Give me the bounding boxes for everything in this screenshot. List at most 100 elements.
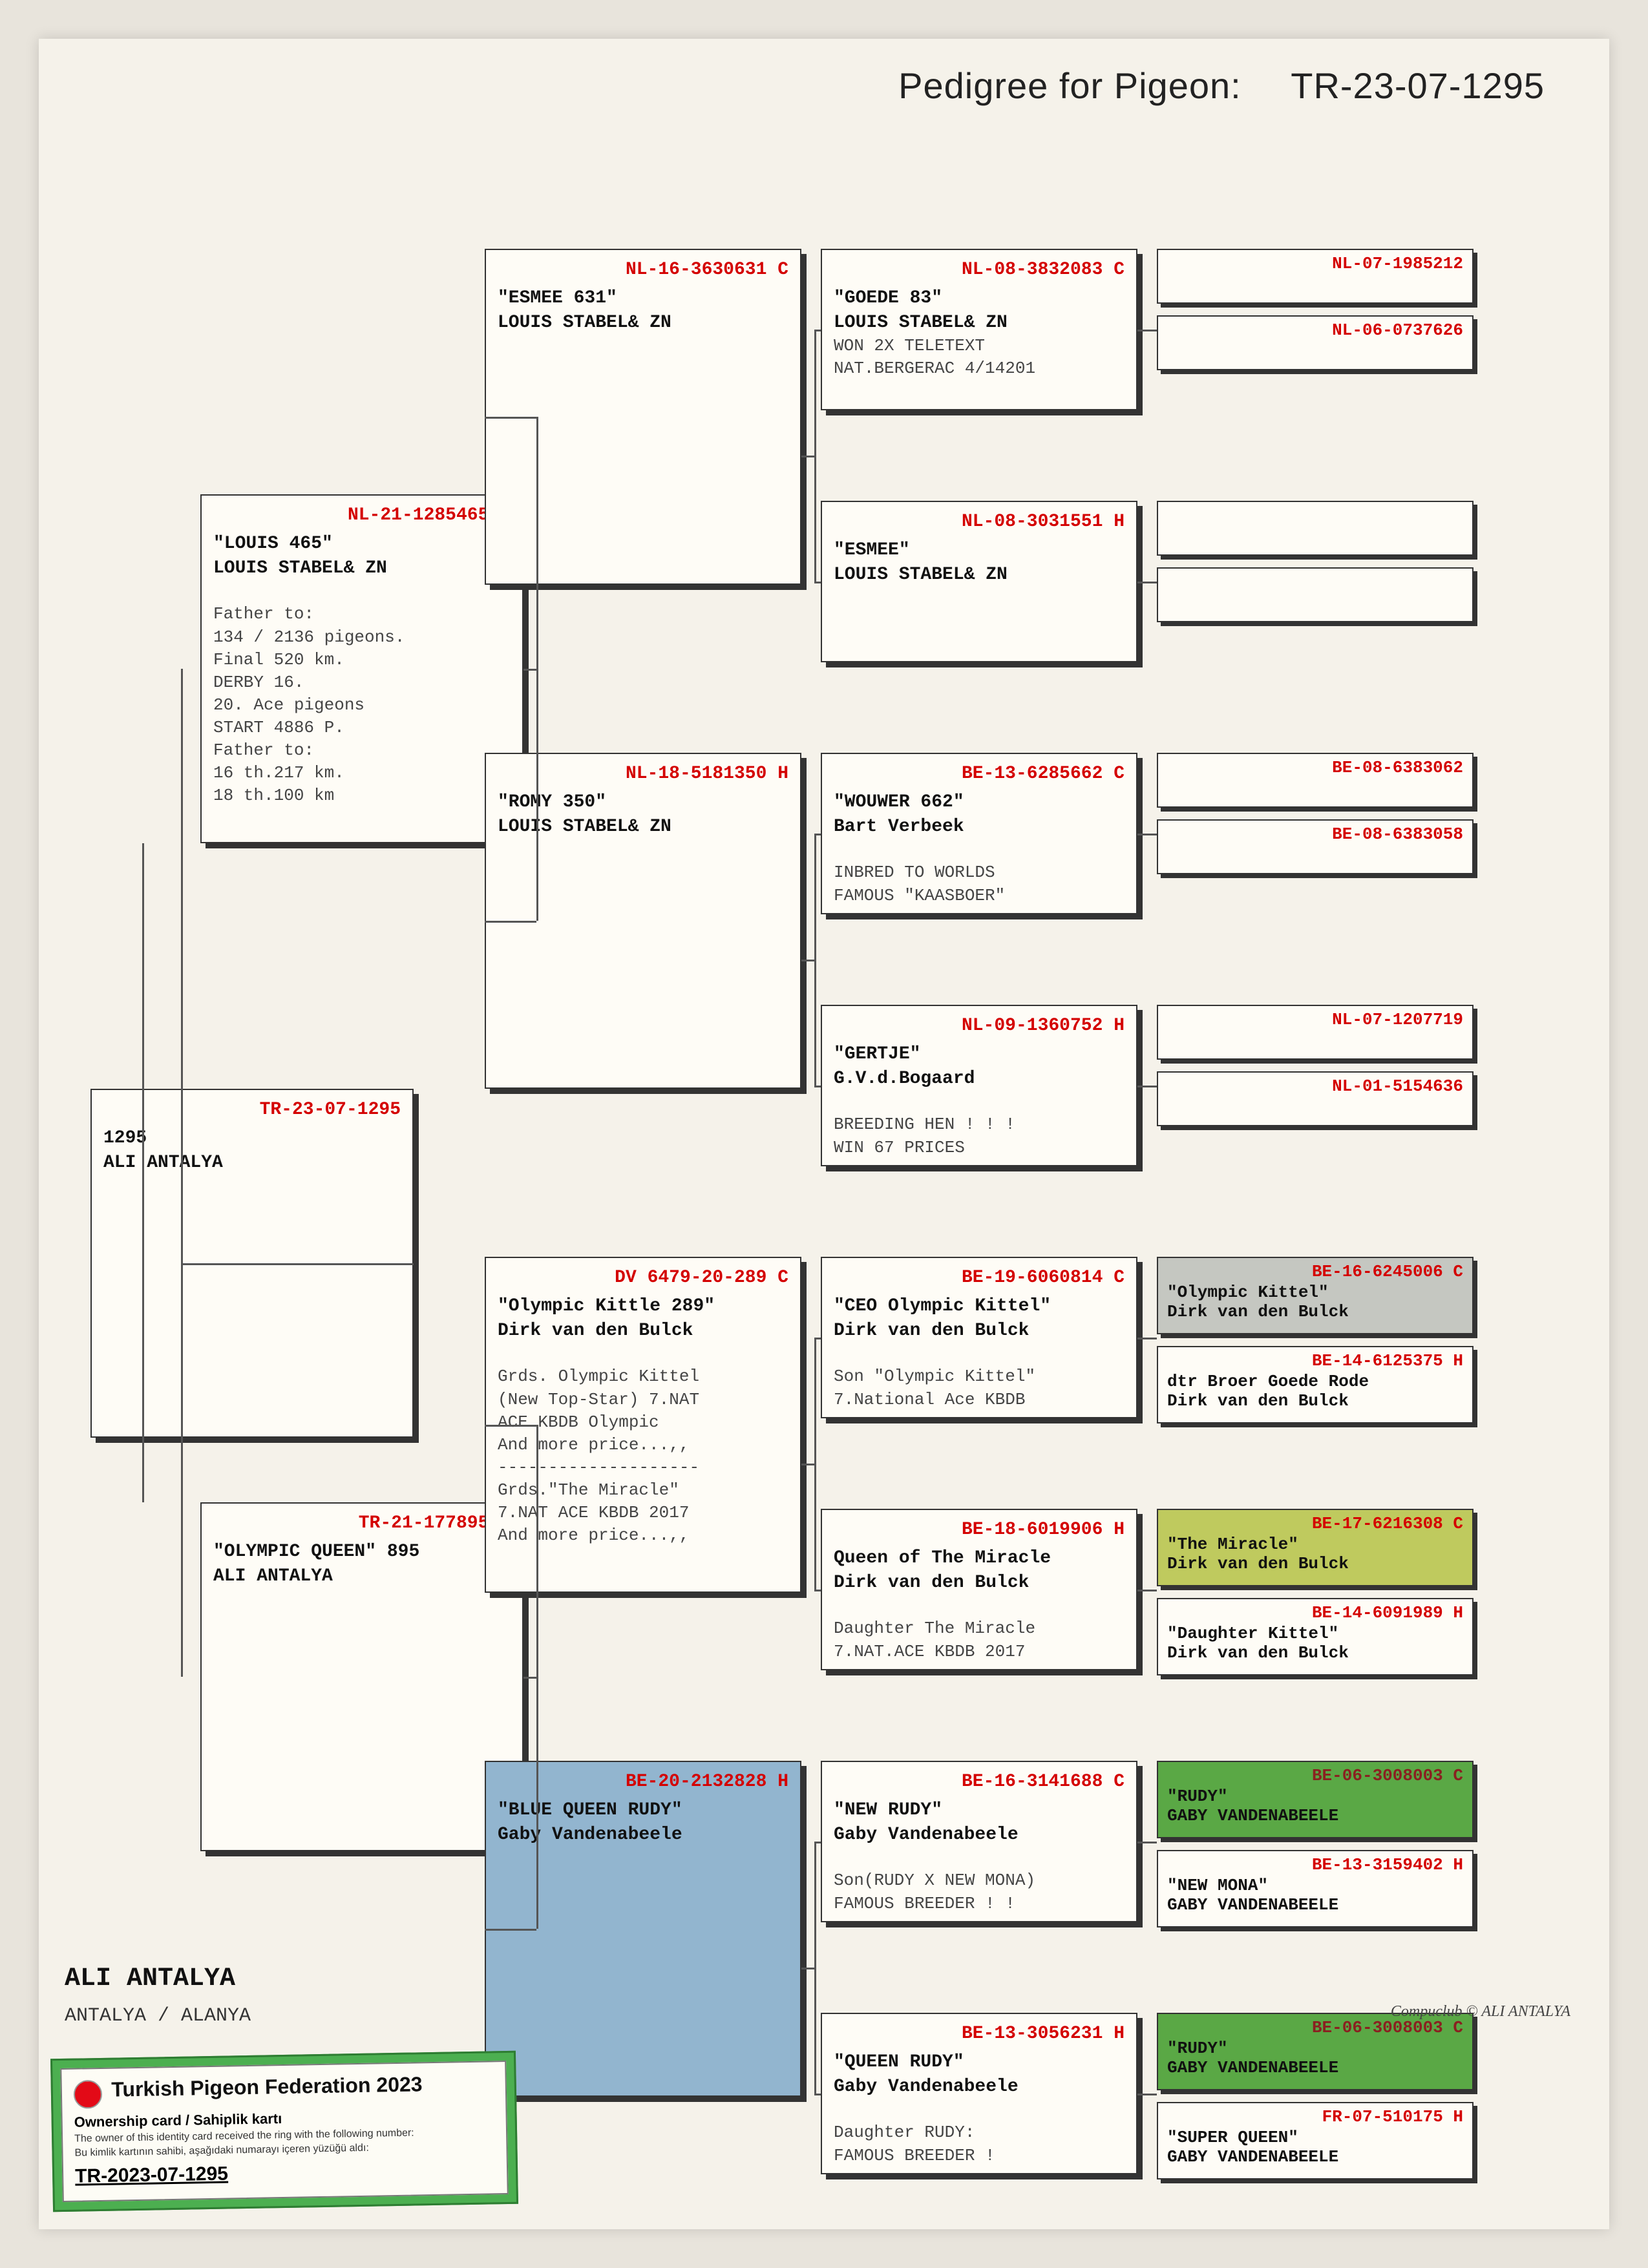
pigeon-name: "The Miracle"Dirk van den Bulck: [1167, 1535, 1463, 1573]
pedigree-box: [1157, 567, 1474, 622]
pigeon-name: 1295ALI ANTALYA: [103, 1128, 223, 1173]
pigeon-id: [1167, 506, 1463, 525]
pigeon-name: "SUPER QUEEN"GABY VANDENABEELE: [1167, 2128, 1463, 2167]
pigeon-id: BE-17-6216308 C: [1167, 1514, 1463, 1533]
pigeon-id: NL-01-5154636: [1167, 1076, 1463, 1096]
pigeon-id: BE-13-3056231 H: [834, 2022, 1125, 2046]
pigeon-id: BE-16-6245006 C: [1167, 1262, 1463, 1281]
pigeon-desc: Daughter RUDY:FAMOUS BREEDER !: [834, 2099, 1125, 2167]
pedigree-box: BE-08-6383062: [1157, 753, 1474, 808]
connector: [1137, 1338, 1157, 1339]
pigeon-name: "NEW MONA"GABY VANDENABEELE: [1167, 1876, 1463, 1915]
page-title: Pedigree for Pigeon: TR-23-07-1295: [65, 65, 1583, 107]
connector: [814, 1842, 816, 2094]
pigeon-id: BE-06-3008003 C: [1167, 1766, 1463, 1785]
pedigree-box: NL-01-5154636: [1157, 1071, 1474, 1126]
pigeon-id: BE-06-3008003 C: [1167, 2018, 1463, 2037]
pedigree-box: BE-06-3008003 C"RUDY"GABY VANDENABEELE: [1157, 1761, 1474, 1838]
pigeon-id: NL-08-3832083 C: [834, 258, 1125, 282]
pedigree-chart: ALI ANTALYA TR-23-07-12951295ALI ANTALYA…: [65, 132, 1583, 2006]
pigeon-name: dtr Broer Goede RodeDirk van den Bulck: [1167, 1372, 1463, 1411]
pigeon-id: TR-23-07-1295: [103, 1098, 401, 1122]
pigeon-id: TR-21-177895 H: [213, 1511, 511, 1536]
pigeon-name: "OLYMPIC QUEEN" 895ALI ANTALYA: [213, 1542, 419, 1586]
pigeon-desc: BREEDING HEN ! ! !WIN 67 PRICES: [834, 1091, 1125, 1159]
pigeon-id: NL-18-5181350 H: [498, 762, 788, 786]
pedigree-box: NL-08-3031551 H "ESMEE"LOUIS STABEL& ZN: [821, 501, 1137, 662]
connector: [181, 669, 183, 1677]
pedigree-box: BE-14-6125375 H dtr Broer Goede RodeDirk …: [1157, 1346, 1474, 1423]
pedigree-box: BE-13-3159402 H "NEW MONA"GABY VANDENABEE…: [1157, 1850, 1474, 1927]
pedigree-box: BE-16-6245006 C "Olympic Kittel"Dirk van …: [1157, 1257, 1474, 1334]
connector: [485, 417, 536, 419]
pedigree-box: BE-06-3008003 C"RUDY"GABY VANDENABEELE: [1157, 2013, 1474, 2090]
pigeon-desc: WON 2X TELETEXTNAT.BERGERAC 4/14201: [834, 335, 1125, 380]
pigeon-id: NL-16-3630631 C: [498, 258, 788, 282]
connector: [801, 456, 814, 457]
pedigree-box: BE-13-6285662 C "WOUWER 662"Bart VerbeekI…: [821, 753, 1137, 914]
pedigree-box: BE-18-6019906 HQueen of The MiracleDirk …: [821, 1509, 1137, 1670]
pigeon-name: "ESMEE"LOUIS STABEL& ZN: [834, 540, 1008, 585]
pigeon-id: BE-20-2132828 H: [498, 1770, 788, 1794]
card-number: TR-2023-07-1295: [75, 2158, 495, 2187]
title-ring: TR-23-07-1295: [1291, 65, 1545, 106]
pigeon-id: NL-07-1985212: [1167, 254, 1463, 273]
pigeon-id: [1167, 572, 1463, 592]
connector: [1137, 834, 1157, 835]
pigeon-id: BE-19-6060814 C: [834, 1266, 1125, 1290]
owner-location: ANTALYA / ALANYA: [65, 2005, 251, 2027]
pigeon-id: BE-13-6285662 C: [834, 762, 1125, 786]
connector: [485, 1425, 536, 1427]
title-prefix: Pedigree for Pigeon:: [898, 65, 1241, 106]
pedigree-box: TR-21-177895 H "OLYMPIC QUEEN" 895ALI ANT…: [200, 1502, 523, 1851]
pigeon-name: "BLUE QUEEN RUDY"Gaby Vandenabeele: [498, 1800, 682, 1845]
pigeon-name: "QUEEN RUDY"Gaby Vandenabeele: [834, 2052, 1019, 2097]
pigeon-id: BE-14-6125375 H: [1167, 1351, 1463, 1370]
connector: [523, 1677, 536, 1679]
connector: [801, 1464, 814, 1465]
pigeon-id: BE-13-3159402 H: [1167, 1855, 1463, 1874]
pigeon-name: "Daughter Kittel"Dirk van den Bulck: [1167, 1624, 1463, 1663]
pedigree-box: NL-09-1360752 H"GERTJE"G.V.d.BogaardBREE…: [821, 1005, 1137, 1166]
pedigree-box: NL-06-0737626: [1157, 315, 1474, 370]
pedigree-box: NL-08-3832083 C"GOEDE 83"LOUIS STABEL& Z…: [821, 249, 1137, 410]
connector: [536, 417, 538, 921]
pigeon-id: NL-08-3031551 H: [834, 510, 1125, 534]
pedigree-box: NL-07-1985212: [1157, 249, 1474, 304]
pedigree-box: BE-08-6383058: [1157, 819, 1474, 874]
connector: [1137, 582, 1157, 583]
pigeon-name: "WOUWER 662"Bart Verbeek: [834, 792, 964, 837]
pedigree-box: BE-19-6060814 C "CEO Olympic Kittel"Dirk …: [821, 1257, 1137, 1418]
pigeon-id: NL-06-0737626: [1167, 320, 1463, 340]
pigeon-id: BE-18-6019906 H: [834, 1518, 1125, 1542]
pigeon-desc: Son(RUDY X NEW MONA)FAMOUS BREEDER ! !: [834, 1847, 1125, 1915]
connector: [1137, 1590, 1157, 1591]
connector: [814, 834, 816, 1086]
pigeon-id: FR-07-510175 H: [1167, 2107, 1463, 2126]
pigeon-id: DV 6479-20-289 C: [498, 1266, 788, 1290]
pigeon-name: "ESMEE 631"LOUIS STABEL& ZN: [498, 288, 671, 333]
pigeon-desc: Grds. Olympic Kittel(New Top-Star) 7.NAT…: [498, 1343, 788, 1547]
connector: [814, 330, 821, 331]
connector: [801, 960, 814, 961]
connector: [814, 2094, 821, 2095]
pigeon-id: BE-16-3141688 C: [834, 1770, 1125, 1794]
pigeon-desc: Father to:134 / 2136 pigeons.Final 520 k…: [213, 580, 511, 807]
pigeon-id: NL-21-1285465 C: [213, 503, 511, 528]
credit-line: Compuclub © ALI ANTALYA: [1391, 2003, 1570, 2021]
pigeon-name: "CEO Olympic Kittel"Dirk van den Bulck: [834, 1296, 1051, 1341]
pigeon-name: "Olympic Kittle 289"Dirk van den Bulck: [498, 1296, 715, 1341]
connector: [1137, 2094, 1157, 2095]
connector: [814, 1086, 821, 1087]
connector: [814, 834, 821, 835]
pigeon-id: BE-08-6383058: [1167, 824, 1463, 844]
pigeon-desc: Son "Olympic Kittel"7.National Ace KBDB: [834, 1343, 1125, 1411]
pigeon-name: "GERTJE"G.V.d.Bogaard: [834, 1044, 975, 1089]
connector: [814, 330, 816, 582]
pigeon-name: "Olympic Kittel"Dirk van den Bulck: [1167, 1283, 1463, 1321]
pigeon-desc: INBRED TO WORLDSFAMOUS "KAASBOER": [834, 839, 1125, 907]
connector: [801, 1968, 814, 1969]
pigeon-id: BE-14-6091989 H: [1167, 1603, 1463, 1622]
ownership-card-inner: Turkish Pigeon Federation 2023 Ownership…: [60, 2061, 509, 2202]
connector: [814, 1590, 821, 1591]
